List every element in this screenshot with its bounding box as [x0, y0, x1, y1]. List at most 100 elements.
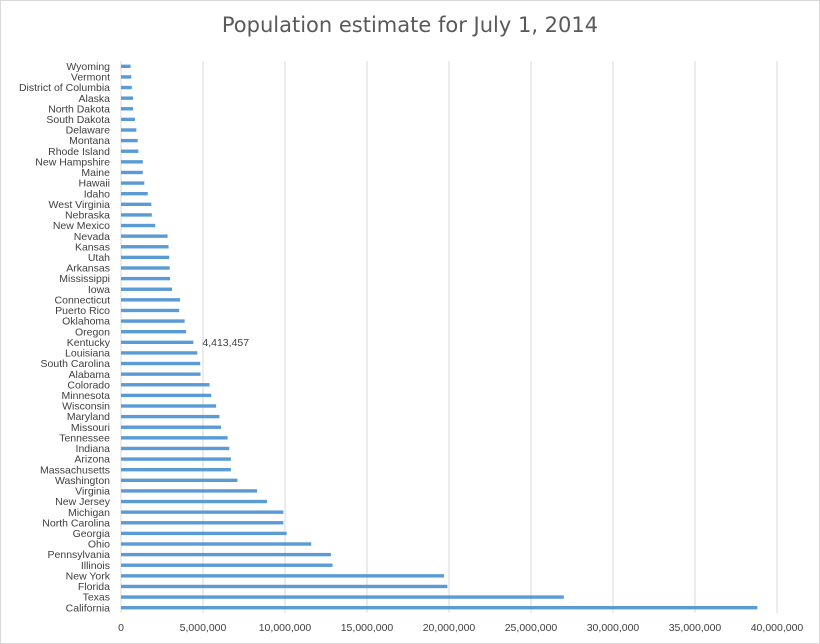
category-label: Minnesota	[62, 390, 111, 402]
bar	[121, 574, 445, 578]
category-label: Missouri	[71, 422, 110, 434]
bar	[121, 85, 132, 90]
category-label: Kansas	[75, 241, 110, 253]
category-label: Iowa	[88, 284, 110, 296]
bar	[121, 117, 135, 122]
x-tick-label: 0	[118, 622, 124, 634]
bar	[121, 584, 448, 589]
category-label: South Carolina	[41, 358, 111, 370]
category-label: Nebraska	[65, 210, 110, 222]
category-label: California	[66, 602, 111, 614]
data-labels: 4,413,457	[202, 337, 249, 349]
category-label: Michigan	[68, 507, 110, 519]
bar	[121, 446, 230, 451]
bar	[121, 298, 181, 302]
bar	[121, 510, 284, 514]
category-label: Alabama	[69, 369, 111, 381]
bar	[121, 383, 210, 387]
bar	[121, 319, 185, 323]
category-label: Indiana	[76, 443, 111, 455]
bar	[121, 329, 187, 334]
bar	[121, 138, 138, 143]
bar	[121, 351, 198, 355]
x-tick-label: 40,000,000	[751, 622, 804, 634]
bars	[121, 64, 758, 610]
bar	[121, 287, 173, 291]
bar	[121, 499, 267, 504]
bar	[121, 308, 180, 313]
category-label: North Carolina	[42, 517, 110, 529]
chart-title: Population estimate for July 1, 2014	[221, 13, 599, 37]
bar	[121, 404, 217, 408]
bar	[121, 489, 258, 493]
bar	[121, 457, 231, 461]
bar	[121, 75, 132, 79]
category-label: Utah	[88, 252, 110, 264]
bar	[121, 255, 170, 260]
bar	[121, 223, 156, 228]
gridlines	[120, 61, 778, 613]
category-label: Maine	[81, 167, 110, 179]
category-label: Colorado	[67, 379, 110, 391]
x-axis-tick-labels: 0 5,000,000 10,000,000 15,000,000 20,000,000…	[118, 622, 803, 634]
x-tick-label: 20,000,000	[423, 622, 476, 634]
category-label: Arkansas	[66, 263, 110, 275]
bar	[121, 266, 170, 270]
bar	[121, 393, 212, 398]
x-tick-label: 35,000,000	[669, 622, 722, 634]
x-tick-label: 10,000,000	[259, 622, 312, 634]
category-label: Idaho	[84, 188, 110, 200]
category-label: Louisiana	[65, 348, 110, 360]
bar	[121, 605, 758, 610]
category-label: Montana	[69, 135, 110, 147]
category-label: Pennsylvania	[48, 549, 111, 561]
x-tick-label: 15,000,000	[341, 622, 394, 634]
bar	[121, 414, 220, 419]
category-label: New York	[66, 570, 111, 582]
category-label: Wyoming	[66, 61, 110, 73]
bar	[121, 149, 139, 153]
category-label: Maryland	[67, 411, 110, 423]
category-label: Virginia	[75, 486, 110, 498]
bar	[121, 245, 169, 249]
bar	[121, 478, 238, 483]
bar	[121, 276, 171, 281]
category-label: Alaska	[78, 93, 110, 105]
bar	[121, 213, 152, 217]
category-label: Connecticut	[55, 294, 111, 306]
bar	[121, 128, 137, 132]
bar	[121, 595, 564, 599]
category-label: Massachusetts	[40, 464, 110, 476]
category-label: Ohio	[88, 539, 110, 551]
x-tick-label: 25,000,000	[505, 622, 558, 634]
category-label: New Jersey	[55, 496, 111, 508]
category-label: West Virginia	[49, 199, 111, 211]
category-label: New Mexico	[53, 220, 110, 232]
bar	[121, 372, 201, 376]
category-label: Arizona	[74, 454, 110, 466]
x-tick-label: 30,000,000	[587, 622, 640, 634]
category-label: South Dakota	[46, 114, 110, 126]
bar	[121, 361, 201, 366]
category-label: Rhode Island	[48, 146, 110, 158]
bar	[121, 160, 143, 164]
bar	[121, 181, 145, 185]
bar	[121, 425, 222, 429]
category-label: Delaware	[66, 125, 111, 137]
category-label: New Hampshire	[35, 156, 110, 168]
category-label: Florida	[78, 581, 110, 593]
bar	[121, 96, 134, 100]
bar	[121, 234, 168, 238]
category-label: Nevada	[74, 231, 110, 243]
category-label: Georgia	[73, 528, 111, 540]
category-label: North Dakota	[48, 103, 110, 115]
data-label: 4,413,457	[202, 337, 249, 349]
category-label: Wisconsin	[62, 401, 110, 413]
bar	[121, 64, 131, 69]
category-label: Tennessee	[59, 432, 110, 444]
category-label: Mississippi	[59, 273, 110, 285]
category-label: Texas	[83, 592, 110, 604]
